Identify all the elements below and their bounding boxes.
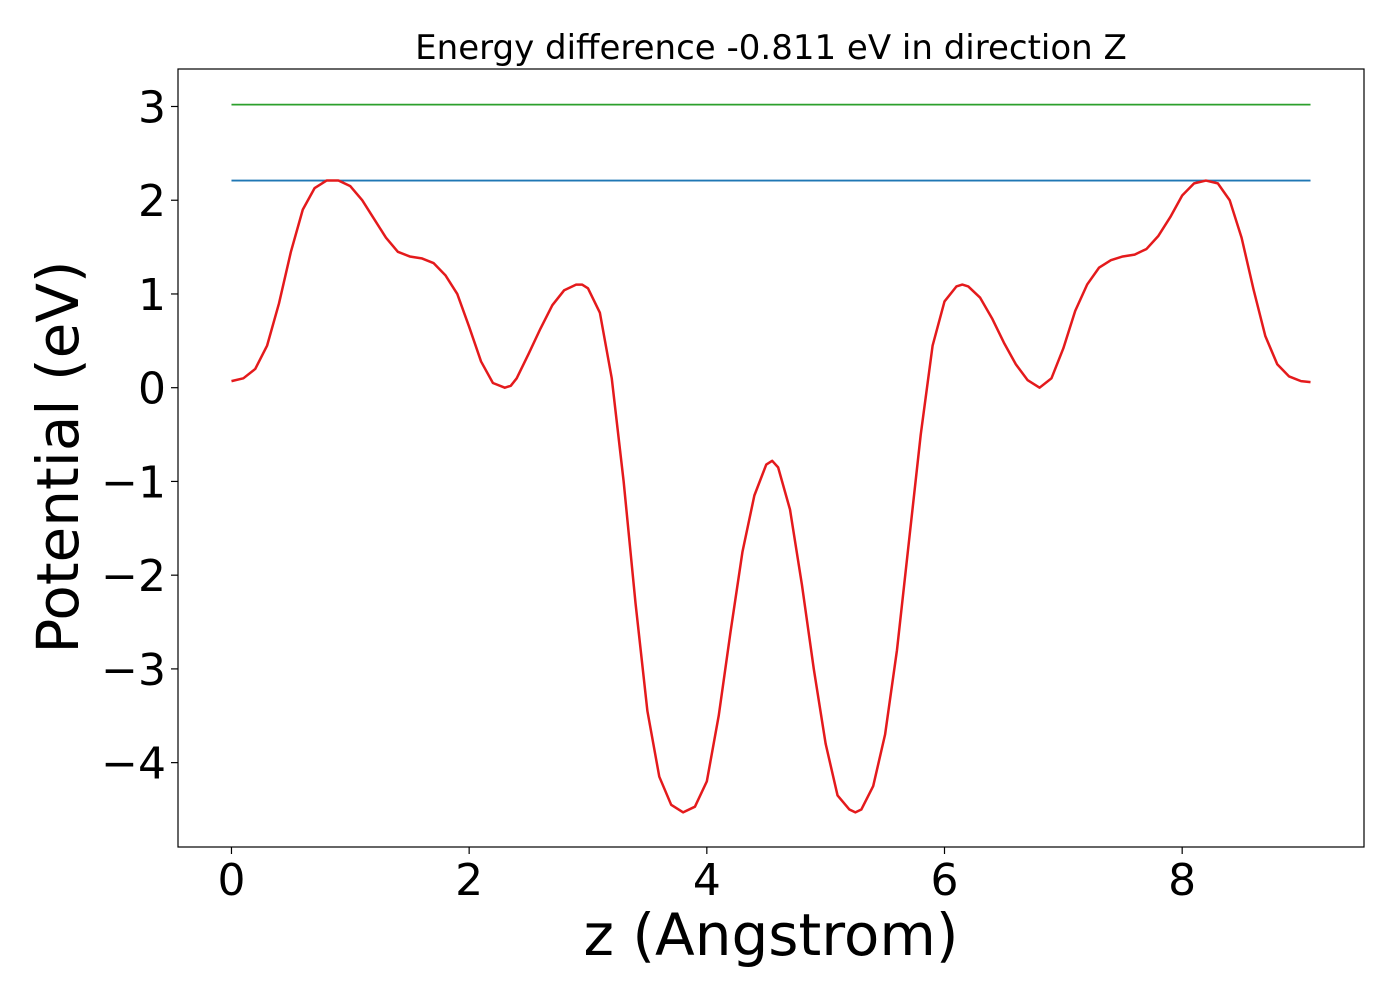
y-tick-label: −1: [101, 457, 166, 508]
y-tick-label: 3: [138, 82, 166, 133]
y-axis-label: Potential (eV): [24, 260, 92, 653]
chart-title: Energy difference -0.811 eV in direction…: [415, 28, 1127, 68]
y-tick-label: 1: [138, 270, 166, 321]
x-tick-label: 4: [693, 855, 721, 906]
series-line-3: [231, 179, 1311, 814]
x-axis-label: z (Angstrom): [584, 901, 959, 969]
x-tick-label: 0: [217, 855, 245, 906]
x-tick-label: 6: [931, 855, 959, 906]
y-tick-label: 2: [138, 176, 166, 227]
plot-frame: [177, 68, 1365, 848]
series-layer: [231, 103, 1311, 814]
y-tick-label: −3: [101, 645, 166, 696]
y-tick-label: −2: [101, 551, 166, 602]
x-tick-label: 2: [455, 855, 483, 906]
y-tick-label: −4: [101, 739, 166, 790]
y-tick-label: 0: [138, 364, 166, 415]
x-tick-label: 8: [1168, 855, 1196, 906]
ticks-layer: 0 2 4 6 8 3 2 1 0 −1 −2 −3 −4: [101, 82, 1196, 906]
